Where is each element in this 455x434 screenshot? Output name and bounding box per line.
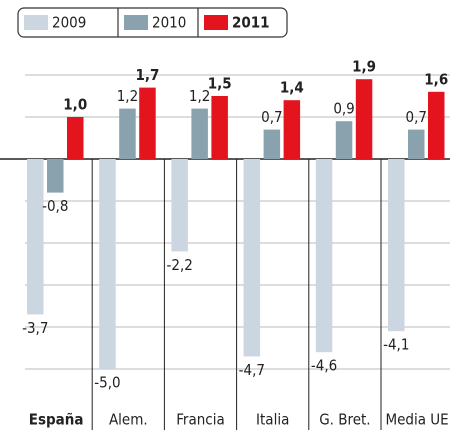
bar — [191, 108, 208, 159]
value-label: -4,6 — [311, 357, 337, 375]
bar — [263, 129, 281, 159]
value-label: 1,9 — [352, 58, 376, 76]
bar — [388, 159, 405, 332]
x-tick-label: Media UE — [385, 411, 448, 429]
value-label: 1,2 — [117, 87, 138, 105]
value-label: -4,7 — [239, 361, 265, 379]
value-label: -5,0 — [94, 374, 120, 392]
bar — [67, 117, 84, 159]
value-label: 1,7 — [135, 66, 159, 84]
value-label: 1,0 — [63, 96, 87, 114]
bar — [283, 100, 301, 159]
bar — [99, 159, 116, 369]
x-tick-label: Alem. — [109, 411, 148, 429]
value-label: 1,4 — [280, 79, 304, 97]
legend-swatch — [204, 15, 228, 30]
value-label: 0,7 — [406, 108, 427, 126]
bar — [355, 79, 373, 159]
value-label: -2,2 — [166, 256, 192, 274]
legend-label: 2011 — [232, 14, 270, 32]
value-label: 0,7 — [261, 108, 282, 126]
legend-box — [17, 7, 288, 38]
value-label: 1,6 — [424, 70, 448, 88]
value-label: -3,7 — [22, 319, 48, 337]
bar — [428, 91, 445, 159]
legend-swatch — [24, 15, 48, 30]
bar — [315, 159, 333, 353]
bar — [119, 108, 136, 159]
bar — [139, 87, 156, 159]
value-label: 0,9 — [333, 100, 354, 118]
value-label: -0,8 — [42, 197, 68, 215]
legend-swatch — [124, 15, 148, 30]
bar — [27, 159, 44, 315]
bar — [243, 159, 261, 357]
x-tick-label: G. Bret. — [319, 411, 370, 429]
legend-label: 2009 — [52, 14, 86, 32]
x-tick-label: Francia — [176, 411, 224, 429]
x-tick-label: Italia — [256, 411, 289, 429]
x-tick-label: España — [29, 411, 84, 429]
legend-label: 2010 — [152, 14, 186, 32]
bar — [335, 121, 353, 159]
bar — [211, 96, 228, 159]
value-label: 1,2 — [189, 87, 210, 105]
bar — [171, 159, 188, 252]
bar — [47, 159, 64, 193]
value-label: 1,5 — [208, 75, 232, 93]
value-label: -4,1 — [383, 336, 409, 354]
bar — [408, 129, 425, 159]
